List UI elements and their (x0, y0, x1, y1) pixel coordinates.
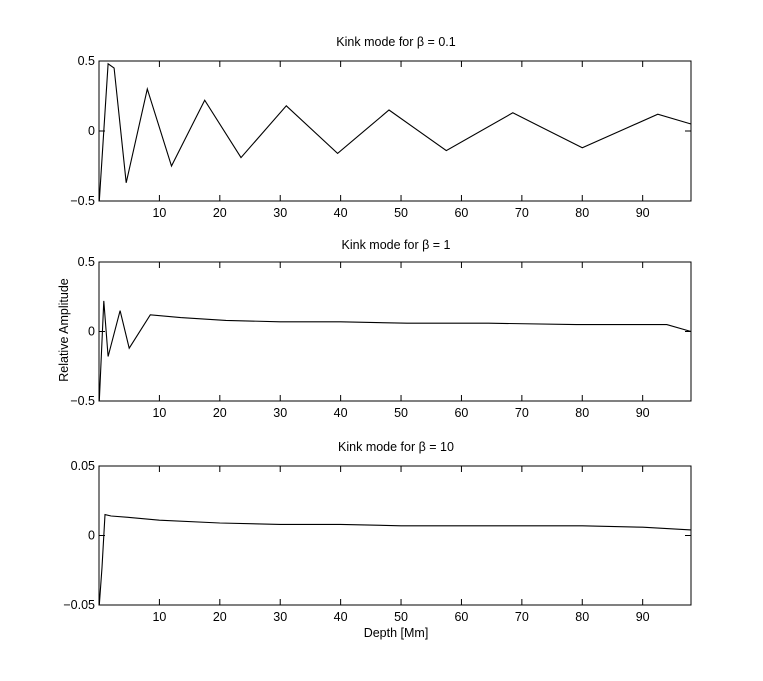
x-tick-label: 50 (394, 610, 408, 624)
x-tick-label: 10 (152, 610, 166, 624)
y-tick-label: 0.05 (71, 459, 95, 473)
subplot-1-title: Kink mode for β = 0.1 (336, 35, 455, 49)
subplot-3: Kink mode for β = 10 10 20 30 40 50 60 70 80 90 −… (63, 440, 692, 624)
x-tick-label: 20 (213, 406, 227, 420)
x-tick-label: 30 (273, 610, 287, 624)
x-tick-label: 30 (273, 206, 287, 220)
x-tick-label: 40 (334, 206, 348, 220)
x-tick-label: 80 (575, 406, 589, 420)
y-tick-label: 0.5 (78, 54, 95, 68)
x-tick-label: 60 (454, 206, 468, 220)
subplot-1: Kink mode for β = 0.1 10 20 30 40 50 60 70 80 90… (70, 35, 692, 220)
y-tick-label: −0.5 (70, 194, 95, 208)
y-tick-label: −0.5 (70, 394, 95, 408)
y-tick-label: 0 (88, 325, 95, 339)
subplot-1-ticks: 10 20 30 40 50 60 70 80 90 −0.5 0 0.5 (70, 54, 691, 220)
x-tick-label: 60 (454, 406, 468, 420)
subplot-2-curve (98, 300, 692, 402)
x-tick-label: 90 (636, 610, 650, 624)
x-tick-label: 60 (454, 610, 468, 624)
subplot-3-title: Kink mode for β = 10 (338, 440, 454, 454)
y-tick-label: −0.05 (63, 598, 95, 612)
subplot-2-frame (98, 261, 692, 402)
x-tick-label: 30 (273, 406, 287, 420)
x-tick-label: 50 (394, 406, 408, 420)
x-tick-label: 10 (152, 206, 166, 220)
x-tick-label: 70 (515, 206, 529, 220)
subplot-3-ticks: 10 20 30 40 50 60 70 80 90 −0.05 0 0.05 (63, 459, 691, 624)
x-tick-label: 80 (575, 610, 589, 624)
x-tick-label: 90 (636, 206, 650, 220)
x-tick-label: 80 (575, 206, 589, 220)
y-axis-label: Relative Amplitude (57, 278, 71, 382)
x-tick-label: 70 (515, 610, 529, 624)
x-tick-label: 90 (636, 406, 650, 420)
y-tick-label: 0.5 (78, 255, 95, 269)
y-tick-label: 0 (88, 529, 95, 543)
x-tick-label: 40 (334, 610, 348, 624)
subplot-2-title: Kink mode for β = 1 (342, 238, 451, 252)
x-tick-label: 10 (152, 406, 166, 420)
x-tick-label: 20 (213, 206, 227, 220)
subplot-2: Kink mode for β = 1 10 20 30 40 50 60 70 80 90 −0… (70, 238, 692, 420)
x-axis-label: Depth [Mm] (364, 626, 429, 640)
x-tick-label: 20 (213, 610, 227, 624)
subplot-1-frame (98, 60, 692, 202)
subplot-1-curve (98, 62, 692, 202)
x-tick-label: 50 (394, 206, 408, 220)
y-tick-label: 0 (88, 124, 95, 138)
subplot-2-ticks: 10 20 30 40 50 60 70 80 90 −0.5 0 0.5 (70, 255, 691, 420)
x-tick-label: 40 (334, 406, 348, 420)
subplot-3-curve (98, 513, 692, 606)
subplot-3-frame (98, 465, 692, 606)
x-tick-label: 70 (515, 406, 529, 420)
